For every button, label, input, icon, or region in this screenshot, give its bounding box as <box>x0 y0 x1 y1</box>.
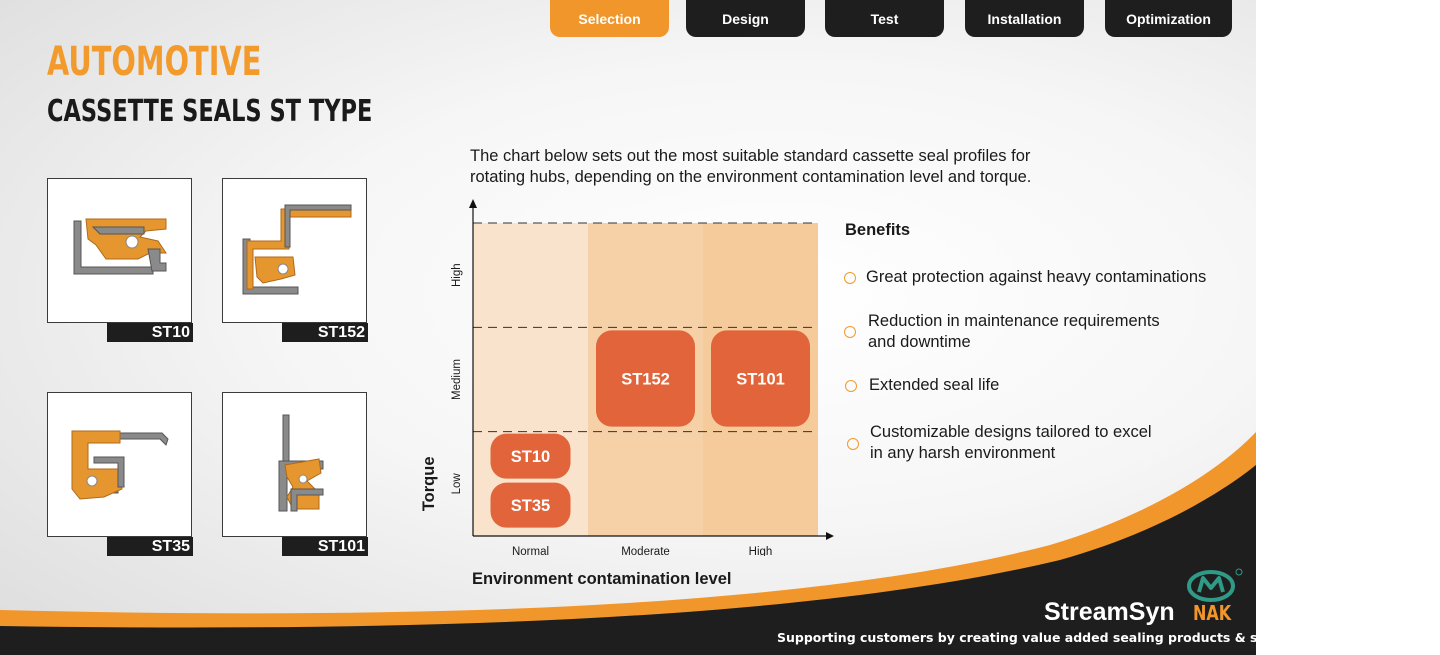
product-image-frame <box>222 178 367 323</box>
chart-y-tick-label: Low <box>451 473 463 495</box>
product-label: ST101 <box>282 537 368 556</box>
product-card-st35[interactable]: ST35 <box>47 392 193 556</box>
circle-bullet-icon <box>847 438 859 450</box>
intro-text: The chart below sets out the most suitab… <box>470 146 1110 188</box>
chart-badge-label: ST35 <box>511 497 550 515</box>
benefit-line: Great protection against heavy contamina… <box>866 268 1207 286</box>
tab-installation[interactable]: Installation <box>965 0 1084 37</box>
nak-logo-text: NAK <box>1193 601 1232 625</box>
slide: Selection Design Test Installation Optim… <box>0 0 1256 655</box>
footer-tagline: Supporting customers by creating value a… <box>777 630 1256 645</box>
page-title: AUTOMOTIVE <box>47 39 262 85</box>
tab-test[interactable]: Test <box>825 0 944 37</box>
tab-optimization[interactable]: Optimization <box>1105 0 1232 37</box>
benefit-item: Great protection against heavy contamina… <box>844 267 1206 288</box>
product-card-st152[interactable]: ST152 <box>222 178 368 342</box>
chart-badge-label: ST101 <box>736 371 785 389</box>
circle-bullet-icon <box>845 380 857 392</box>
page-subtitle: CASSETTE SEALS ST TYPE <box>47 94 373 129</box>
tab-design[interactable]: Design <box>686 0 805 37</box>
chart-badge-label: ST10 <box>511 448 550 466</box>
benefit-line: in any harsh environment <box>870 444 1056 462</box>
benefit-line: and downtime <box>868 333 971 351</box>
seal-profile-icon <box>242 204 352 295</box>
chart-y-axis-arrow <box>469 199 477 208</box>
product-card-st101[interactable]: ST101 <box>222 392 368 556</box>
chart-y-tick-label: High <box>451 263 463 287</box>
chart-y-axis-title: Torque <box>420 456 438 511</box>
chart-x-tick-label: Moderate <box>621 546 670 556</box>
intro-line: The chart below sets out the most suitab… <box>470 147 1031 165</box>
tab-selection[interactable]: Selection <box>550 0 669 37</box>
product-image-frame <box>47 178 192 323</box>
chart-badge-label: ST152 <box>621 371 670 389</box>
product-image-frame <box>47 392 192 537</box>
chart-badge <box>711 330 810 427</box>
benefit-item: Reduction in maintenance requirements an… <box>844 311 1160 353</box>
seal-profile-icon <box>73 218 167 275</box>
chart-x-tick-label: Normal <box>512 546 549 556</box>
seal-profile-icon <box>71 430 169 500</box>
background-wave-graphic <box>0 432 1256 655</box>
selection-chart: Normal Moderate High Low Medium High Torque ST1… <box>420 199 834 556</box>
chart-badge <box>596 330 695 427</box>
benefit-line: Reduction in maintenance requirements <box>868 312 1160 330</box>
product-label: ST35 <box>107 537 193 556</box>
circle-bullet-icon <box>844 272 856 284</box>
chart-y-tick-label: Medium <box>451 359 463 400</box>
product-image-frame <box>222 392 367 537</box>
product-label: ST152 <box>282 323 368 342</box>
benefit-line: Extended seal life <box>869 376 1000 394</box>
product-label: ST10 <box>107 323 193 342</box>
seal-profile-icon <box>278 414 324 512</box>
benefit-item: Extended seal life <box>844 375 999 396</box>
brand-name: StreamSyn <box>1044 598 1175 626</box>
benefit-item: Customizable designs tailored to excel i… <box>846 422 1152 464</box>
chart-badge <box>490 433 571 479</box>
circle-bullet-icon <box>844 326 856 338</box>
x-axis-title: Environment contamination level <box>472 570 732 588</box>
product-card-st10[interactable]: ST10 <box>47 178 193 342</box>
chart-badge <box>490 482 571 528</box>
chart-x-tick-label: High <box>749 546 773 556</box>
intro-line: rotating hubs, depending on the environm… <box>470 168 1032 186</box>
benefits-title: Benefits <box>845 221 911 239</box>
benefit-line: Customizable designs tailored to excel <box>870 423 1152 441</box>
chart-x-axis-arrow <box>826 532 834 540</box>
nak-logo-icon <box>1187 568 1243 602</box>
